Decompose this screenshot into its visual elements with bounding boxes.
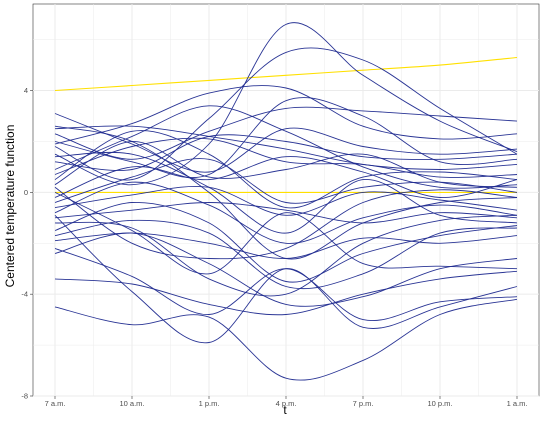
series-line-7: [54, 134, 518, 171]
series-line-13: [54, 186, 518, 216]
series-line-26: [54, 214, 518, 297]
series-line-6: [54, 97, 518, 179]
reference-line-1: [54, 56, 518, 92]
series-line-17: [54, 219, 518, 290]
series-line-10: [54, 130, 518, 209]
x-tick-label: 7 p.m.: [353, 399, 374, 408]
series-line-29: [54, 191, 518, 275]
series-line-16: [54, 201, 518, 283]
series-line-22: [54, 214, 518, 344]
tick-labels: 7 a.m. 10 a.m. 1 p.m. 4 p.m. 7 p.m. 10 p.m. 1 …: [21, 86, 527, 408]
series-line-8: [54, 137, 518, 178]
x-tick-label: 4 p.m.: [276, 399, 297, 408]
series-line-20: [54, 270, 518, 316]
series-line-27: [54, 105, 518, 189]
x-tick-label: 7 a.m.: [45, 399, 66, 408]
series-line-23: [54, 186, 518, 260]
x-tick-label: 10 p.m.: [427, 399, 452, 408]
series-line-21: [54, 298, 518, 381]
series-lines: [54, 22, 518, 381]
x-tick-label: 10 a.m.: [119, 399, 144, 408]
y-axis-title: Centered temperature function: [3, 125, 17, 288]
series-line-28: [54, 85, 518, 145]
series-line-3: [54, 113, 518, 173]
series-line-4: [54, 47, 518, 181]
series-line-11: [54, 156, 518, 198]
x-tick-label: 1 a.m.: [507, 399, 528, 408]
series-line-5: [54, 22, 518, 186]
reference-lines: [54, 56, 518, 193]
series-line-1: [54, 125, 518, 170]
y-tick-label: 4: [24, 86, 28, 95]
x-tick-label: 1 p.m.: [199, 399, 220, 408]
series-line-12: [54, 158, 518, 204]
y-tick-label: -8: [21, 392, 28, 401]
x-axis-title: t: [283, 403, 287, 417]
series-line-25: [54, 151, 518, 234]
series-line-19: [54, 232, 518, 307]
series-line-30: [54, 247, 518, 322]
y-tick-label: 0: [24, 188, 28, 197]
series-line-24: [54, 125, 518, 260]
y-tick-label: -4: [21, 290, 28, 299]
series-line-14: [54, 181, 518, 244]
series-line-15: [54, 202, 518, 224]
series-line-2: [54, 106, 518, 160]
